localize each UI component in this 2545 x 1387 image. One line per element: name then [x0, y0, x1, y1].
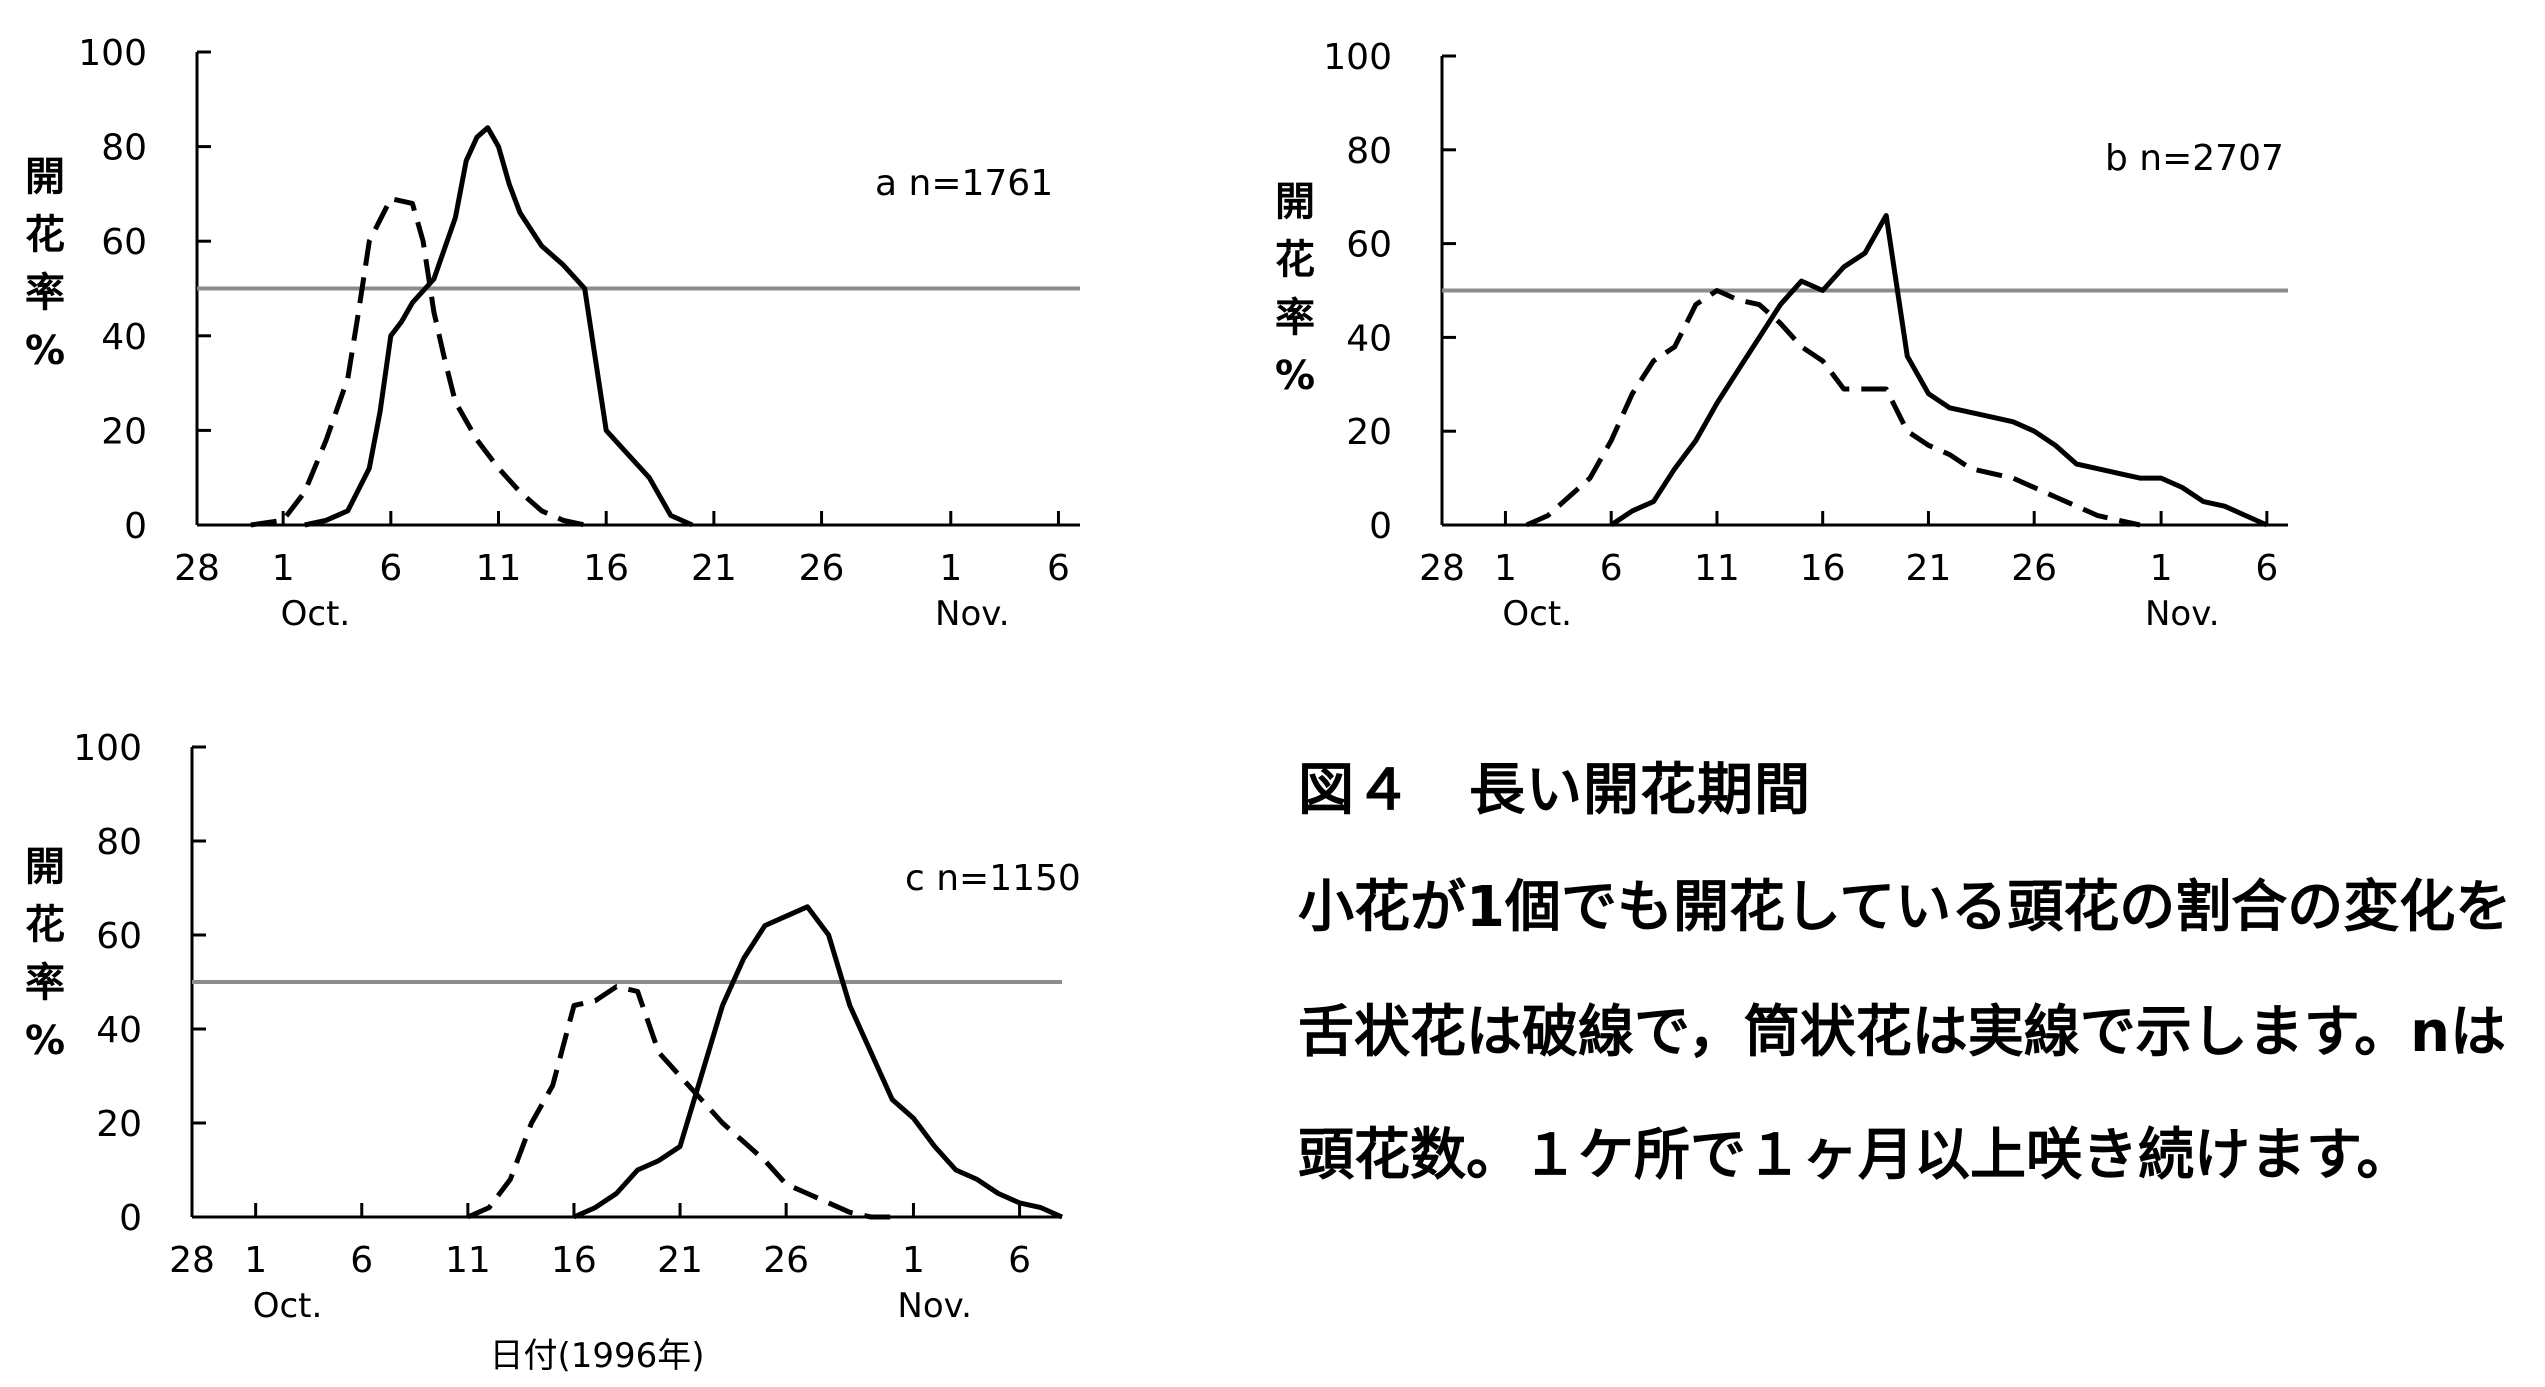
panel-b-x-tick-label: 6 [2255, 548, 2278, 589]
panel-c-x-tick-label: 28 [169, 1240, 215, 1281]
panel-a-y-tick-label: 40 [101, 317, 147, 358]
panel-a-y-tick-label: 0 [124, 506, 147, 547]
panel-b-label: b n=2707 [2105, 138, 2284, 179]
panel-a-solid-series-line [304, 125, 694, 528]
panel-c-y-tick-label: 100 [73, 728, 142, 769]
panel-b-y-tick-label: 20 [1346, 412, 1392, 453]
panel-c-x-tick-label: 16 [551, 1240, 597, 1281]
panel-a-x-tick-label: 16 [583, 548, 629, 589]
panel-b-x-tick-label: 26 [2011, 548, 2057, 589]
panel-c-month-label: Oct. [253, 1286, 323, 1326]
panel-c-y-tick-label: 0 [119, 1198, 142, 1239]
panel-b-month-label: Oct. [1502, 594, 1572, 634]
panel-c-label: c n=1150 [905, 858, 1081, 899]
panel-a-x-tick-label: 1 [939, 548, 962, 589]
panel-b-x-tick-label: 28 [1419, 548, 1465, 589]
panel-c-y-tick-label: 20 [96, 1104, 142, 1145]
panel-b-x-tick-label: 21 [1906, 548, 1952, 589]
panel-a-label: a n=1761 [875, 163, 1053, 204]
panel-b-solid-series-line [1609, 213, 2268, 528]
panel-b-y-tick-label: 40 [1346, 318, 1392, 359]
panel-a-x-tick-label: 6 [379, 548, 402, 589]
panel-a-x-tick-label: 21 [691, 548, 737, 589]
panel-c-x-tick-label: 6 [350, 1240, 373, 1281]
panel-a-x-tick-label: 28 [174, 548, 220, 589]
panel-b-x-tick-label: 1 [1494, 548, 1517, 589]
figure-caption-line-3: 頭花数。１ケ所で１ヶ月以上咲き続けます。 [1298, 1123, 2413, 1188]
panel-b-y-axis-label-char: % [1275, 353, 1315, 399]
panel-a-x-tick-label: 26 [799, 548, 845, 589]
panel-a-y-tick-label: 20 [101, 411, 147, 452]
panel-c-y-tick-label: 40 [96, 1010, 142, 1051]
panel-a-y-axis-label-char: % [25, 328, 65, 374]
panel-c-y-tick-label: 60 [96, 916, 142, 957]
panel-b-y-tick-label: 60 [1346, 225, 1392, 266]
panel-c-dashed-series-line [466, 984, 893, 1220]
figure-caption-line-2: 舌状花は破線で，筒状花は実線で示します。nは [1298, 1000, 2507, 1065]
figure-caption-title: 図４ 長い開花期間 [1298, 758, 1811, 823]
panel-c-y-axis-label-char: 開 [25, 844, 65, 890]
panel-a-y-axis-label-char: 開 [25, 154, 65, 200]
panel-a-y-tick-label: 60 [101, 222, 147, 263]
panel-b-x-tick-label: 16 [1800, 548, 1846, 589]
panel-b-y-tick-label: 0 [1369, 506, 1392, 547]
panel-b-y-tick-label: 80 [1346, 131, 1392, 172]
panel-b-x-tick-label: 1 [2150, 548, 2173, 589]
panel-c-solid-series-line [572, 904, 1064, 1220]
panel-a-dashed-series-line [250, 196, 586, 528]
panel-a-y-tick-label: 100 [78, 33, 147, 74]
panel-b-x-tick-label: 6 [1600, 548, 1623, 589]
panel-b-month-label: Nov. [2145, 594, 2220, 634]
panel-b-x-tick-label: 11 [1694, 548, 1740, 589]
panel-b-y-tick-label: 100 [1323, 37, 1392, 78]
panel-c-x-tick-label: 11 [445, 1240, 491, 1281]
figure-caption-line-1: 小花が1個でも開花している頭花の割合の変化を [1298, 875, 2512, 940]
panel-a-y-tick-label: 80 [101, 128, 147, 169]
panel-c-x-tick-label: 21 [657, 1240, 703, 1281]
panel-a-x-tick-label: 6 [1047, 548, 1070, 589]
panel-c-x-tick-label: 6 [1008, 1240, 1031, 1281]
panel-c-x-axis-title: 日付(1996年) [489, 1336, 704, 1376]
panel-c-x-tick-label: 1 [244, 1240, 267, 1281]
panel-a-y-axis-label-char: 花 [25, 212, 65, 258]
panel-c-y-axis-label-char: 花 [25, 902, 65, 948]
panel-b-dashed-series-line [1525, 288, 2141, 528]
panel-c-x-tick-label: 1 [902, 1240, 925, 1281]
panel-a-x-tick-label: 11 [476, 548, 522, 589]
panel-c-month-label: Nov. [897, 1286, 972, 1326]
panel-a-y-axis-label-char: 率 [25, 270, 65, 316]
panel-b-y-axis-label-char: 率 [1275, 295, 1315, 341]
panel-c-x-tick-label: 26 [763, 1240, 809, 1281]
panel-c-y-axis-label-char: 率 [25, 960, 65, 1006]
panel-b-y-axis-label-char: 開 [1275, 179, 1315, 225]
panel-c-y-tick-label: 80 [96, 822, 142, 863]
panel-a-month-label: Nov. [935, 594, 1010, 634]
panel-a-month-label: Oct. [281, 594, 351, 634]
panel-b-y-axis-label-char: 花 [1275, 237, 1315, 283]
panel-a-x-tick-label: 1 [272, 548, 295, 589]
panel-c-y-axis-label-char: % [25, 1018, 65, 1064]
